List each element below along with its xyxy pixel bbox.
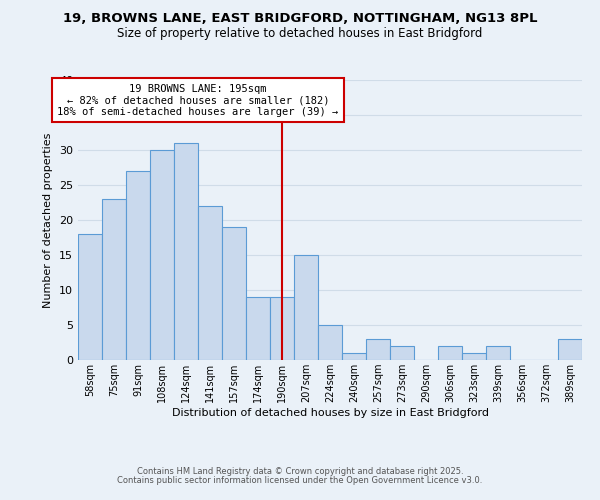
Bar bbox=[294, 255, 318, 360]
Text: 19, BROWNS LANE, EAST BRIDGFORD, NOTTINGHAM, NG13 8PL: 19, BROWNS LANE, EAST BRIDGFORD, NOTTING… bbox=[63, 12, 537, 26]
Text: Contains HM Land Registry data © Crown copyright and database right 2025.: Contains HM Land Registry data © Crown c… bbox=[137, 467, 463, 476]
Bar bbox=[174, 143, 198, 360]
Bar bbox=[126, 171, 150, 360]
Bar bbox=[366, 339, 390, 360]
Bar bbox=[222, 227, 246, 360]
X-axis label: Distribution of detached houses by size in East Bridgford: Distribution of detached houses by size … bbox=[172, 408, 488, 418]
Bar bbox=[342, 353, 366, 360]
Bar bbox=[198, 206, 222, 360]
Bar bbox=[462, 353, 486, 360]
Bar bbox=[438, 346, 462, 360]
Bar bbox=[78, 234, 102, 360]
Text: Contains public sector information licensed under the Open Government Licence v3: Contains public sector information licen… bbox=[118, 476, 482, 485]
Bar bbox=[102, 199, 126, 360]
Bar bbox=[150, 150, 174, 360]
Y-axis label: Number of detached properties: Number of detached properties bbox=[43, 132, 53, 308]
Bar bbox=[246, 297, 270, 360]
Bar bbox=[486, 346, 510, 360]
Bar bbox=[558, 339, 582, 360]
Bar bbox=[318, 325, 342, 360]
Bar bbox=[270, 297, 294, 360]
Text: Size of property relative to detached houses in East Bridgford: Size of property relative to detached ho… bbox=[118, 28, 482, 40]
Bar bbox=[390, 346, 414, 360]
Text: 19 BROWNS LANE: 195sqm
← 82% of detached houses are smaller (182)
18% of semi-de: 19 BROWNS LANE: 195sqm ← 82% of detached… bbox=[58, 84, 338, 116]
